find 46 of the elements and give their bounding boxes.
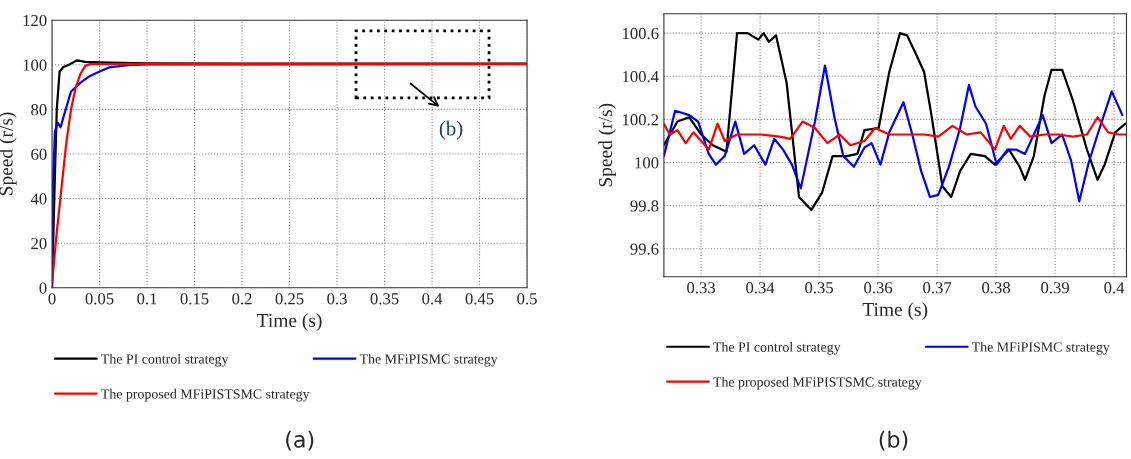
legend-label: The PI control strategy <box>713 341 841 355</box>
x-tick-label: 0.35 <box>370 293 399 305</box>
line-series <box>663 32 1127 212</box>
text: (a) <box>286 430 314 451</box>
legend-label: The MFiPISMC strategy <box>971 341 1110 355</box>
x-tick-label: 0.15 <box>180 293 209 305</box>
x-axis-title: Time (s) <box>862 302 928 320</box>
x-tick-label: 0.5 <box>517 293 537 305</box>
x-tick-label: 0.37 <box>923 282 952 294</box>
x-tick-label: 0.39 <box>1041 282 1069 294</box>
x-tick-label: 0.05 <box>85 293 114 305</box>
y-tick-label: 100.6 <box>623 27 659 40</box>
legend-label: The proposed MFiPISTSMC strategy <box>713 376 922 390</box>
text: (b) <box>879 430 908 451</box>
line-series <box>663 64 1124 203</box>
x-tick-label: 0.33 <box>687 282 715 294</box>
line-series <box>663 116 1127 151</box>
y-tick-label: 99.6 <box>630 243 659 255</box>
x-tick-label: 0.36 <box>864 282 893 294</box>
y-tick-label: 20 <box>31 237 47 250</box>
y-tick-label: 80 <box>31 104 47 116</box>
y-tick-label: 100.4 <box>623 70 659 83</box>
y-tick-label: 100 <box>635 157 659 169</box>
y-tick-label: 100.2 <box>623 114 659 126</box>
legend-label: The proposed MFiPISTSMC strategy <box>101 388 310 402</box>
y-tick-label: 120 <box>23 14 47 27</box>
x-tick-label: 0.35 <box>805 282 834 294</box>
x-tick-label: 0.1 <box>137 293 157 305</box>
x-tick-label: 0.4 <box>422 293 443 305</box>
legend-label: The PI control strategy <box>101 353 229 367</box>
y-tick-label: 60 <box>31 148 47 160</box>
x-tick-label: 0.38 <box>982 282 1011 294</box>
y-axis-title: Speed (r/s) <box>598 103 616 187</box>
x-tick-label: 0.3 <box>327 293 347 305</box>
x-tick-label: 0.25 <box>275 293 304 305</box>
x-axis-title: Time (s) <box>257 313 322 331</box>
x-tick-label: 0.2 <box>232 293 252 305</box>
y-tick-label: 100 <box>23 59 47 71</box>
x-tick-label: 0.45 <box>465 293 494 305</box>
annotation: (b) <box>439 120 463 140</box>
y-tick-label: 99.8 <box>630 200 659 212</box>
x-tick-label: 0 <box>48 293 56 305</box>
x-tick-label: 0.4 <box>1104 282 1125 294</box>
legend-label: The MFiPISMC strategy <box>359 353 498 367</box>
y-tick-label: 40 <box>30 193 47 205</box>
x-tick-label: 0.34 <box>746 282 775 294</box>
